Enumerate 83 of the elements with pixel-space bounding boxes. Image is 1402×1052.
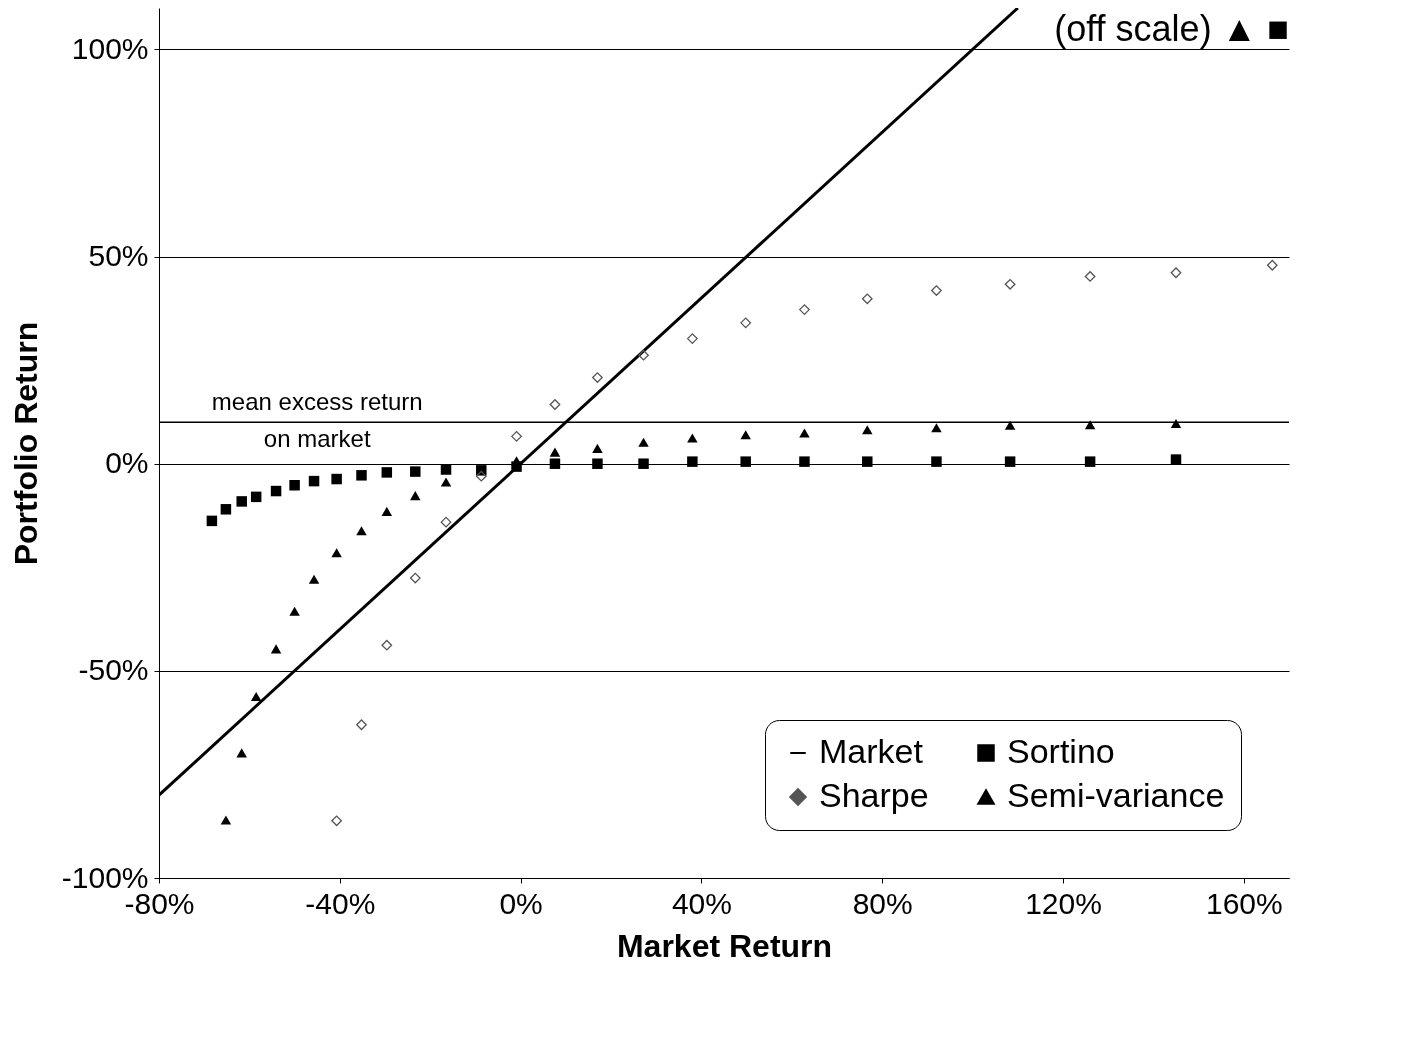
point — [220, 504, 232, 515]
legend-label: Sortino — [1007, 732, 1115, 770]
point — [270, 644, 282, 654]
legend-label: Market — [819, 732, 924, 770]
x-tick-label: 40% — [671, 886, 732, 920]
point — [331, 473, 342, 485]
point — [220, 815, 232, 825]
point — [931, 285, 942, 296]
ref-line-label: mean excess return on market — [211, 388, 423, 453]
point — [740, 456, 751, 467]
point — [549, 399, 561, 410]
point — [511, 430, 522, 442]
point — [289, 480, 300, 491]
point — [511, 456, 522, 466]
point — [1084, 420, 1096, 430]
point — [475, 470, 487, 482]
point — [638, 437, 649, 447]
x-tick-label: -40% — [305, 886, 376, 920]
point — [1004, 420, 1016, 430]
y-axis-title: Portfolio Return — [7, 321, 44, 566]
point — [206, 515, 218, 527]
point — [740, 317, 752, 329]
point — [440, 516, 452, 528]
legend-label: Sharpe — [819, 776, 929, 814]
x-axis-title: Market Return — [616, 927, 833, 964]
point — [862, 425, 873, 435]
point — [331, 548, 342, 558]
point — [931, 456, 942, 467]
point — [592, 372, 603, 383]
point — [356, 470, 367, 481]
point — [331, 815, 343, 827]
point — [381, 506, 393, 516]
point — [861, 293, 873, 305]
y-tick-label: -100% — [61, 860, 149, 894]
point — [686, 333, 698, 344]
point — [308, 475, 320, 487]
point — [687, 433, 698, 443]
point — [1004, 278, 1016, 290]
point — [270, 485, 282, 497]
point — [799, 456, 810, 467]
point — [1170, 267, 1182, 279]
point — [1084, 271, 1096, 282]
point — [862, 456, 873, 467]
y-tick-label: 0% — [105, 446, 149, 480]
point — [799, 304, 810, 315]
point — [1266, 259, 1278, 271]
point — [1170, 454, 1182, 465]
point — [356, 719, 367, 731]
point — [308, 574, 320, 584]
point — [410, 491, 421, 501]
legend-label: Semi-variance — [1007, 776, 1225, 814]
point — [1084, 456, 1096, 467]
y-tick-label: 100% — [71, 31, 149, 65]
point — [236, 748, 247, 758]
point — [409, 572, 421, 584]
annotation: (off scale) ▲ ■ — [1054, 8, 1289, 49]
point — [289, 606, 300, 616]
point — [549, 447, 561, 457]
point — [592, 443, 603, 453]
point — [356, 526, 367, 536]
point — [440, 477, 452, 487]
point — [1004, 456, 1016, 467]
point — [381, 639, 393, 651]
point — [440, 464, 452, 475]
point — [592, 458, 603, 469]
x-tick-label: 80% — [852, 886, 913, 920]
point — [740, 430, 751, 440]
point — [549, 458, 561, 469]
y-tick-label: -50% — [78, 653, 149, 687]
point — [410, 466, 421, 477]
point — [381, 467, 393, 478]
point — [638, 458, 649, 469]
x-tick-label: 0% — [499, 886, 543, 920]
point — [687, 456, 698, 467]
point — [638, 349, 649, 361]
point — [250, 692, 262, 702]
point — [236, 496, 247, 507]
x-tick-label: 120% — [1025, 886, 1102, 920]
point — [799, 428, 810, 438]
point — [931, 423, 942, 433]
y-tick-label: 50% — [88, 239, 149, 273]
x-tick-label: 160% — [1205, 886, 1283, 920]
point — [250, 491, 262, 503]
